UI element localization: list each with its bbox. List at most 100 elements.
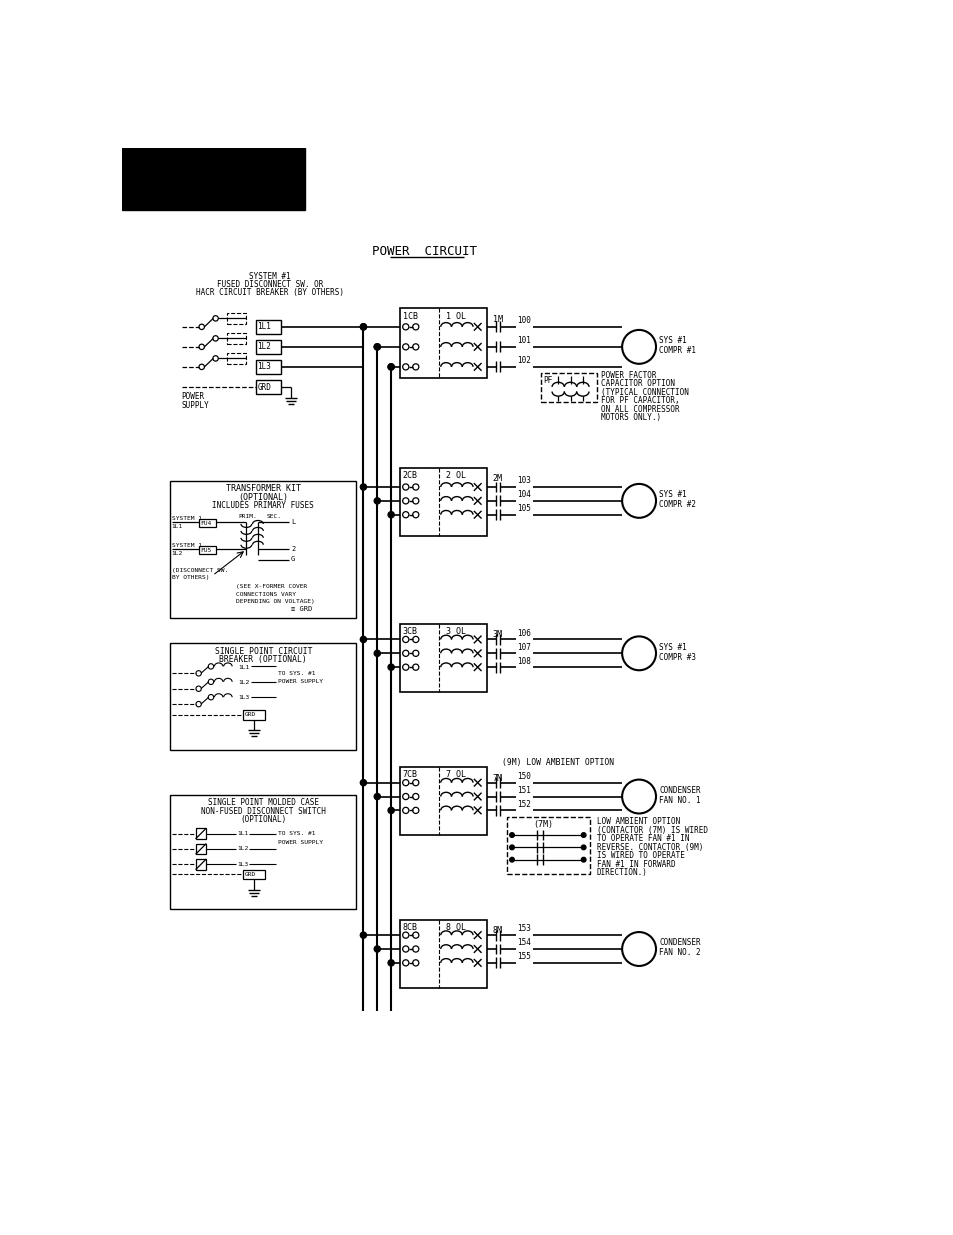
Circle shape [402, 498, 409, 504]
Circle shape [621, 932, 656, 966]
Circle shape [360, 484, 366, 490]
Text: POWER SUPPLY: POWER SUPPLY [277, 840, 323, 845]
Text: GRD: GRD [245, 713, 255, 718]
Text: 102: 102 [517, 356, 531, 366]
Text: 104: 104 [517, 490, 531, 499]
Bar [400, 767, 486, 835]
Text: TRANSFORMER KIT: TRANSFORMER KIT [226, 484, 300, 493]
Text: 1L1: 1L1 [238, 664, 250, 669]
Circle shape [402, 651, 409, 656]
Text: POWER FACTOR: POWER FACTOR [600, 370, 656, 380]
Circle shape [413, 932, 418, 939]
Text: 1L2: 1L2 [257, 342, 271, 352]
Text: CONDENSER: CONDENSER [659, 939, 700, 947]
Circle shape [402, 808, 409, 814]
Text: NON-FUSED DISCONNECT SWITCH: NON-FUSED DISCONNECT SWITCH [201, 806, 325, 815]
Text: FAN NO. 2: FAN NO. 2 [659, 948, 700, 957]
Text: GRD: GRD [245, 872, 255, 877]
Circle shape [413, 364, 418, 370]
Circle shape [621, 484, 656, 517]
Circle shape [402, 324, 409, 330]
Circle shape [413, 343, 418, 350]
Circle shape [509, 845, 514, 850]
Text: POWER SUPPLY: POWER SUPPLY [277, 679, 323, 684]
Text: 3CB: 3CB [402, 627, 417, 636]
Circle shape [402, 793, 409, 799]
Circle shape [374, 498, 380, 504]
Circle shape [509, 857, 514, 862]
Text: ≡ GRD: ≡ GRD [291, 606, 312, 613]
Circle shape [360, 324, 366, 330]
Circle shape [580, 832, 585, 837]
Bar [243, 869, 265, 879]
Text: 150: 150 [517, 772, 531, 781]
Text: 152: 152 [517, 800, 531, 809]
Bar [400, 468, 486, 536]
Text: (9M) LOW AMBIENT OPTION: (9M) LOW AMBIENT OPTION [501, 758, 614, 767]
Text: (SEE X-FORMER COVER: (SEE X-FORMER COVER [235, 584, 307, 589]
Bar [170, 480, 356, 618]
Text: 1L1: 1L1 [172, 524, 183, 529]
Text: 1M: 1M [493, 315, 502, 324]
Text: SEC.: SEC. [266, 514, 281, 519]
Circle shape [413, 324, 418, 330]
Circle shape [402, 932, 409, 939]
Text: ON ALL COMPRESSOR: ON ALL COMPRESSOR [600, 405, 679, 414]
Text: 154: 154 [517, 939, 531, 947]
Circle shape [360, 636, 366, 642]
Text: CONDENSER: CONDENSER [659, 785, 700, 795]
Text: IS WIRED TO OPERATE: IS WIRED TO OPERATE [596, 851, 684, 861]
Circle shape [388, 664, 394, 671]
Text: 1L1: 1L1 [257, 322, 271, 331]
Circle shape [374, 793, 380, 799]
Text: (CONTACTOR (7M) IS WIRED: (CONTACTOR (7M) IS WIRED [596, 826, 707, 835]
Circle shape [413, 484, 418, 490]
Text: (7M): (7M) [533, 820, 552, 829]
Text: TO SYS. #1: TO SYS. #1 [277, 671, 315, 676]
Circle shape [621, 330, 656, 364]
Circle shape [388, 960, 394, 966]
Text: 1 OL: 1 OL [445, 311, 465, 321]
Text: DIRECTION.): DIRECTION.) [596, 868, 647, 877]
Circle shape [199, 364, 204, 369]
Circle shape [360, 324, 366, 330]
Circle shape [374, 343, 380, 350]
Text: POWER: POWER [181, 393, 205, 401]
Text: DEPENDING ON VOLTAGE): DEPENDING ON VOLTAGE) [235, 599, 314, 604]
Text: FAN #1 IN FORWARD: FAN #1 IN FORWARD [596, 860, 675, 868]
Text: SYSTEM 1: SYSTEM 1 [172, 543, 201, 548]
Text: L: L [291, 519, 295, 525]
Circle shape [580, 857, 585, 862]
Text: 8 OL: 8 OL [445, 923, 465, 932]
Bar [227, 312, 245, 324]
Circle shape [195, 671, 201, 676]
Circle shape [509, 832, 514, 837]
Circle shape [413, 808, 418, 814]
Text: (TYPICAL CONNECTION: (TYPICAL CONNECTION [600, 388, 688, 396]
Text: PRIM.: PRIM. [238, 514, 257, 519]
Bar [170, 795, 356, 909]
Bar [540, 373, 596, 403]
Text: SYS #1: SYS #1 [659, 336, 686, 346]
Text: SINGLE POINT MOLDED CASE: SINGLE POINT MOLDED CASE [208, 798, 318, 808]
Bar [400, 920, 486, 988]
Text: HACR CIRCUIT BREAKER (BY OTHERS): HACR CIRCUIT BREAKER (BY OTHERS) [196, 288, 344, 296]
Text: 1L3: 1L3 [238, 695, 250, 700]
Circle shape [402, 960, 409, 966]
Circle shape [413, 946, 418, 952]
Bar [227, 353, 245, 364]
Text: 1L2: 1L2 [238, 680, 250, 685]
Circle shape [388, 364, 394, 370]
Text: CONNECTIONS VARY: CONNECTIONS VARY [235, 592, 295, 597]
Text: G: G [291, 557, 295, 562]
Text: GRD: GRD [257, 383, 271, 393]
Circle shape [213, 316, 218, 321]
Text: SYS #1: SYS #1 [659, 642, 686, 652]
Text: FAN NO. 1: FAN NO. 1 [659, 795, 700, 805]
Circle shape [580, 845, 585, 850]
Circle shape [413, 636, 418, 642]
Circle shape [208, 694, 213, 700]
Bar [255, 340, 281, 353]
Text: COMPR #3: COMPR #3 [659, 652, 696, 662]
Text: 1L1: 1L1 [237, 831, 248, 836]
